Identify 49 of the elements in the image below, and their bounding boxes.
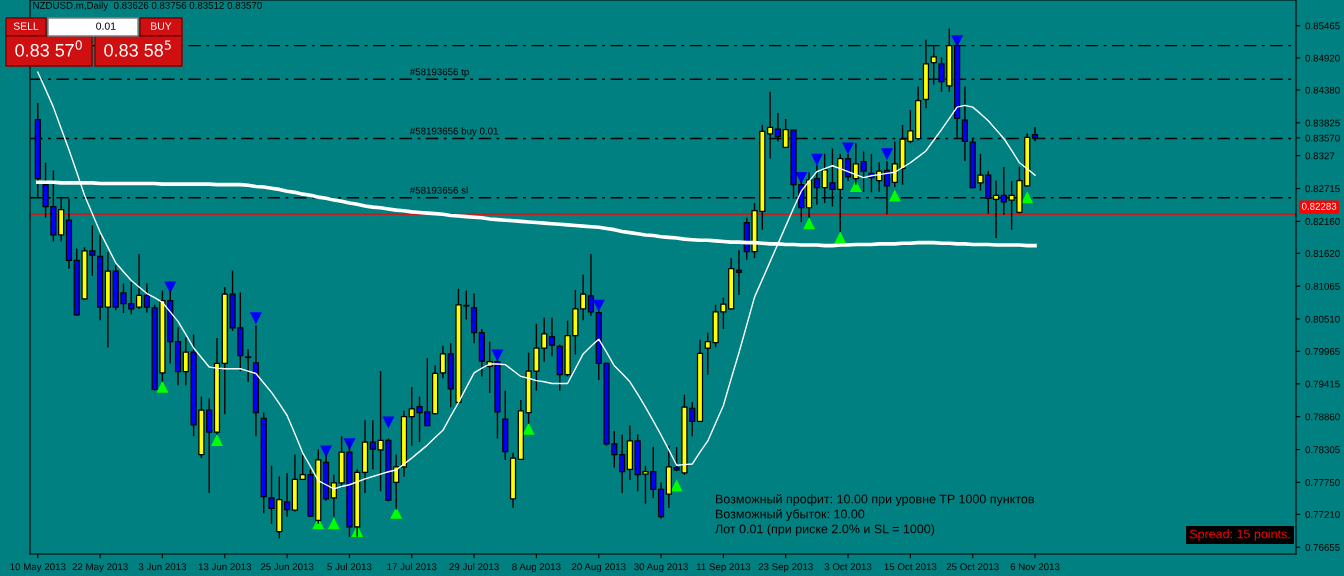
y-tick-label: 0.84380 bbox=[1305, 86, 1340, 94]
y-tick-label: 0.83825 bbox=[1305, 119, 1340, 127]
annotation: 0.83 57$^{0}$ bbox=[15, 40, 82, 57]
y-tick-label: 0.77210 bbox=[1305, 511, 1340, 518]
ref-line-label: #58193656 sl bbox=[409, 186, 468, 194]
y-tick-label: 0.83570 bbox=[1305, 134, 1340, 142]
x-tick-label: 29 Jul 2013 bbox=[449, 563, 499, 571]
annotation: 0.01 bbox=[96, 22, 116, 30]
y-tick-label: 0.81620 bbox=[1305, 250, 1340, 257]
y-tick-label: 0.79415 bbox=[1305, 380, 1340, 388]
y-tick-label: 0.78305 bbox=[1305, 446, 1340, 454]
y-tick-label: 0.82160 bbox=[1305, 218, 1340, 225]
x-tick-label: 10 May 2013 bbox=[10, 563, 66, 573]
annotation: Возможный профит: 10.00 при уровне TP 1000 пунктов bbox=[716, 494, 1034, 506]
y-tick-label: 0.78860 bbox=[1305, 413, 1340, 421]
x-tick-label: 22 May 2013 bbox=[72, 563, 128, 573]
y-tick-label: 0.82715 bbox=[1305, 185, 1340, 193]
ref-line-label: #58193656 tp bbox=[409, 68, 469, 78]
annotation: Возможный убыток: 10.00 bbox=[716, 509, 865, 521]
x-tick-label: 23 Sep 2013 bbox=[758, 563, 813, 573]
text: Spread: 15 points. bbox=[1189, 529, 1290, 541]
y-tick-label: 0.76655 bbox=[1305, 543, 1340, 551]
x-tick-label: 13 Jun 2013 bbox=[198, 563, 252, 571]
x-tick-label: 3 Oct 2013 bbox=[824, 563, 872, 571]
x-tick-label: 3 Jun 2013 bbox=[138, 563, 187, 571]
x-tick-label: 11 Sep 2013 bbox=[696, 563, 751, 573]
x-tick-label: 5 Jul 2013 bbox=[327, 563, 372, 571]
ref-line-label: 0.82283 bbox=[1301, 202, 1337, 210]
y-tick-label: 0.80510 bbox=[1305, 315, 1340, 323]
x-tick-label: 30 Aug 2013 bbox=[634, 563, 688, 573]
annotation: 0.83 58$^{5}$ bbox=[104, 40, 171, 57]
x-tick-label: 25 Oct 2013 bbox=[946, 563, 999, 571]
chart-title: NZDUSD.m,Daily 0.83626 0.83756 0.83512 0.83570 bbox=[33, 1, 262, 11]
x-tick-label: 8 Aug 2013 bbox=[512, 563, 561, 573]
ref-line-label: #58193656 buy 0.01 bbox=[409, 127, 498, 137]
x-tick-label: 17 Jul 2013 bbox=[387, 563, 437, 571]
annotation: SELL bbox=[13, 22, 39, 30]
annotation: BUY bbox=[151, 22, 172, 30]
y-tick-label: 0.8327 bbox=[1305, 152, 1335, 160]
y-tick-label: 0.77750 bbox=[1305, 479, 1340, 486]
y-tick-label: 0.81065 bbox=[1305, 282, 1340, 290]
x-tick-label: 6 Nov 2013 bbox=[1010, 563, 1060, 571]
y-tick-label: 0.84920 bbox=[1305, 54, 1340, 62]
y-tick-label: 0.85465 bbox=[1305, 22, 1340, 30]
y-tick-label: 0.79965 bbox=[1305, 348, 1340, 355]
annotation: Лот 0.01 (при риске 2.0% и SL = 1000) bbox=[715, 524, 935, 536]
x-tick-label: 25 Jun 2013 bbox=[260, 563, 314, 571]
x-tick-label: 15 Oct 2013 bbox=[884, 563, 937, 571]
x-tick-label: 20 Aug 2013 bbox=[571, 563, 626, 573]
